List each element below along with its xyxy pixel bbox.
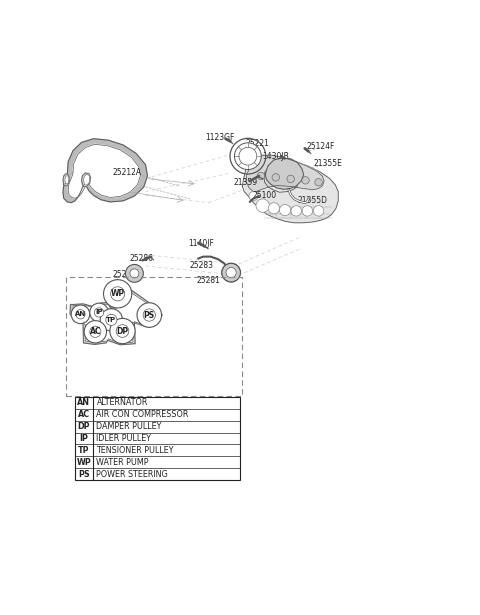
Circle shape [272,173,279,181]
Circle shape [302,177,309,184]
Text: PS: PS [78,470,90,478]
Circle shape [239,147,257,165]
Circle shape [287,175,294,183]
Circle shape [313,205,324,216]
Text: 25281: 25281 [197,276,221,285]
Polygon shape [73,283,158,343]
Circle shape [268,203,279,214]
Text: 25124F: 25124F [306,143,335,151]
Polygon shape [242,155,338,223]
Circle shape [222,263,240,282]
Circle shape [110,287,125,301]
Text: ALTERNATOR: ALTERNATOR [96,399,148,407]
Circle shape [234,143,261,170]
Text: 21355E: 21355E [313,159,342,168]
Text: 25212A: 25212A [112,169,142,178]
Circle shape [137,303,162,327]
Text: 25221: 25221 [245,138,269,148]
Circle shape [315,178,322,186]
Circle shape [302,205,312,216]
Circle shape [90,326,101,338]
Circle shape [84,320,107,343]
Circle shape [143,309,156,321]
Text: 21355D: 21355D [298,196,328,205]
Circle shape [226,268,236,278]
Circle shape [257,172,264,180]
Text: AN: AN [77,399,90,407]
Circle shape [256,199,269,212]
Text: WP: WP [110,289,125,298]
Circle shape [249,191,258,200]
Text: 1140JF: 1140JF [189,239,214,248]
Text: AN: AN [75,311,86,317]
Bar [66,277,242,396]
Text: AC: AC [78,410,90,419]
Circle shape [104,280,132,308]
Circle shape [90,303,108,322]
Text: PS: PS [144,311,155,320]
Text: 1123GF: 1123GF [205,133,235,142]
Text: 21359: 21359 [234,178,258,187]
Polygon shape [63,139,147,203]
Polygon shape [70,280,162,345]
Bar [75,397,240,480]
Text: 25283: 25283 [189,261,213,270]
Text: WP: WP [76,458,91,467]
Circle shape [106,314,117,325]
Circle shape [130,269,139,278]
Polygon shape [68,145,140,198]
Circle shape [222,263,240,282]
Circle shape [291,205,301,216]
Circle shape [100,309,122,331]
Circle shape [116,325,129,338]
Text: DAMPER PULLEY: DAMPER PULLEY [96,422,162,431]
Circle shape [125,264,144,282]
Text: IP: IP [95,309,103,315]
Text: WATER PUMP: WATER PUMP [96,458,149,467]
Circle shape [71,305,90,323]
Text: IDLER PULLEY: IDLER PULLEY [96,434,152,443]
Text: 1430JB: 1430JB [263,152,289,161]
Text: 25100: 25100 [252,191,276,200]
Text: AC: AC [90,327,101,336]
Circle shape [279,205,290,216]
Polygon shape [84,175,90,185]
Polygon shape [82,173,91,187]
Text: DP: DP [117,327,129,336]
Text: TP: TP [106,317,116,323]
Circle shape [110,319,135,344]
Text: 25286: 25286 [130,254,154,263]
Circle shape [95,308,104,317]
Text: TENSIONER PULLEY: TENSIONER PULLEY [96,446,174,455]
Polygon shape [265,158,304,189]
Text: DP: DP [78,422,90,431]
Text: POWER STEERING: POWER STEERING [96,470,168,478]
Polygon shape [63,173,69,186]
Text: AIR CON COMPRESSOR: AIR CON COMPRESSOR [96,410,189,419]
Polygon shape [65,175,69,184]
Polygon shape [246,155,324,192]
Circle shape [76,309,85,319]
Text: 25285P: 25285P [113,271,141,279]
Text: TP: TP [78,446,90,455]
Text: IP: IP [79,434,88,443]
